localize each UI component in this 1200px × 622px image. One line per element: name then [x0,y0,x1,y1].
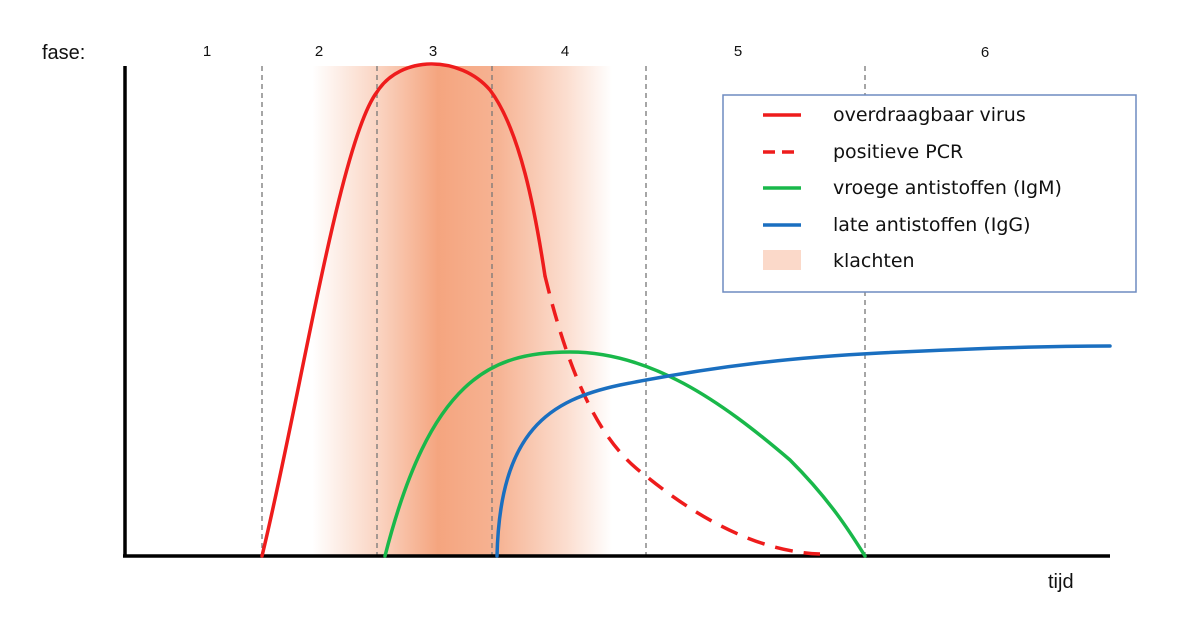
legend-label-positieve-pcr: positieve PCR [833,141,963,163]
legend-swatch-klachten [763,250,801,270]
legend: overdraagbaar virus positieve PCR vroege… [722,94,1137,293]
series-late-antistoffen-igg [495,344,1112,558]
legend-label-klachten: klachten [833,250,915,272]
series-vroege-antistoffen-igm [383,350,867,558]
phase-label-1: 1 [203,43,211,60]
phase-label-2: 2 [315,43,323,60]
phase-label-4: 4 [561,43,569,60]
klachten-band [312,66,612,556]
legend-label-late-antistoffen: late antistoffen (IgG) [833,214,1031,236]
series-overdraagbaar-virus [260,62,547,558]
legend-label-overdraagbaar-virus: overdraagbaar virus [833,104,1026,126]
legend-box [722,94,1137,293]
legend-label-vroege-antistoffen: vroege antistoffen (IgM) [833,177,1062,199]
phase-label-5: 5 [734,43,742,60]
x-axis-label: tijd [1048,571,1074,593]
phase-label-3: 3 [429,43,437,60]
phase-title: fase: [42,42,85,64]
series-positieve-pcr [543,275,821,556]
phase-boundaries [261,66,866,556]
phase-label-6: 6 [981,44,989,61]
